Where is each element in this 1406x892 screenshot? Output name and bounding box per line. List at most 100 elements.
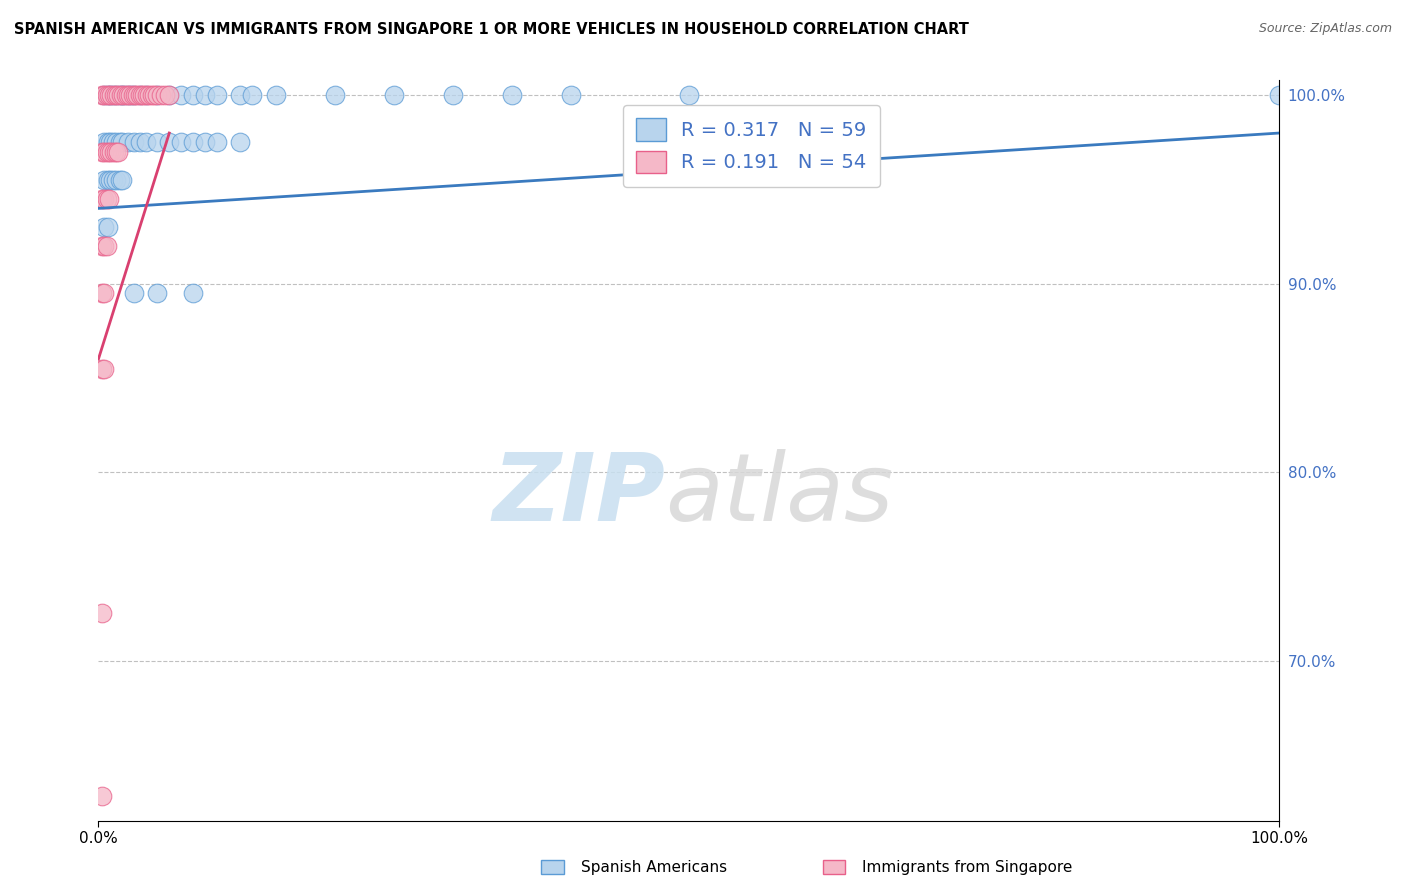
Point — [146, 286, 169, 301]
Point — [100, 145, 122, 159]
Point — [91, 192, 114, 206]
Point — [382, 88, 405, 103]
Point — [441, 88, 464, 103]
Point — [105, 145, 128, 159]
Point — [264, 88, 287, 103]
Point — [138, 88, 160, 103]
Point — [128, 88, 150, 103]
Point — [93, 361, 115, 376]
Point — [122, 88, 145, 103]
Point — [240, 88, 263, 103]
Point — [1268, 88, 1291, 103]
Point — [678, 88, 700, 103]
Point — [108, 88, 131, 103]
Text: atlas: atlas — [665, 450, 894, 541]
Point — [98, 145, 121, 159]
Point — [181, 286, 204, 301]
Point — [135, 88, 157, 103]
Point — [96, 239, 118, 253]
Point — [124, 88, 146, 103]
Point — [501, 88, 523, 103]
Point — [96, 192, 118, 206]
Point — [135, 88, 157, 103]
Point — [101, 173, 124, 187]
Point — [91, 239, 114, 253]
Point — [157, 88, 180, 103]
Point — [127, 88, 149, 103]
Point — [229, 88, 252, 103]
Point — [103, 88, 125, 103]
Point — [93, 192, 115, 206]
Point — [117, 136, 139, 150]
Point — [105, 88, 128, 103]
Point — [93, 136, 115, 150]
Legend: R = 0.317   N = 59, R = 0.191   N = 54: R = 0.317 N = 59, R = 0.191 N = 54 — [623, 104, 880, 186]
Point — [97, 136, 120, 150]
Point — [157, 136, 180, 150]
Point — [141, 88, 163, 103]
Point — [93, 220, 115, 235]
Point — [112, 88, 135, 103]
Point — [93, 286, 115, 301]
Point — [150, 88, 173, 103]
Point — [93, 239, 115, 253]
Point — [157, 88, 180, 103]
Point — [111, 173, 134, 187]
Point — [142, 88, 165, 103]
Point — [194, 136, 217, 150]
Point — [146, 88, 169, 103]
Point — [97, 220, 120, 235]
Point — [170, 88, 193, 103]
Point — [91, 789, 114, 804]
Point — [98, 192, 121, 206]
Point — [560, 88, 582, 103]
Point — [205, 136, 228, 150]
Point — [110, 88, 132, 103]
Point — [105, 136, 128, 150]
Point — [93, 88, 115, 103]
Point — [128, 88, 150, 103]
Point — [96, 88, 118, 103]
Point — [112, 88, 135, 103]
Point — [146, 136, 169, 150]
Point — [122, 286, 145, 301]
Point — [120, 88, 142, 103]
Point — [105, 88, 128, 103]
Point — [93, 173, 115, 187]
Point — [153, 88, 176, 103]
Point — [128, 136, 150, 150]
Point — [91, 145, 114, 159]
Point — [91, 607, 114, 621]
Point — [229, 136, 252, 150]
Point — [134, 88, 156, 103]
Text: Source: ZipAtlas.com: Source: ZipAtlas.com — [1258, 22, 1392, 36]
Point — [101, 136, 124, 150]
Point — [108, 136, 131, 150]
Point — [101, 88, 124, 103]
Point — [96, 145, 118, 159]
Point — [170, 136, 193, 150]
Point — [121, 88, 143, 103]
Point — [323, 88, 346, 103]
Point — [107, 145, 129, 159]
Point — [117, 88, 139, 103]
Point — [93, 145, 115, 159]
Point — [98, 173, 121, 187]
Point — [121, 88, 143, 103]
Point — [103, 145, 125, 159]
Point — [97, 173, 120, 187]
Point — [105, 173, 128, 187]
Point — [91, 88, 114, 103]
Point — [98, 136, 121, 150]
Point — [111, 136, 134, 150]
Point — [131, 88, 153, 103]
Text: ZIP: ZIP — [492, 449, 665, 541]
Point — [146, 88, 169, 103]
Point — [107, 88, 129, 103]
Point — [122, 136, 145, 150]
Point — [98, 88, 121, 103]
Point — [91, 361, 114, 376]
Point — [117, 88, 139, 103]
Text: Immigrants from Singapore: Immigrants from Singapore — [862, 860, 1073, 874]
Point — [194, 88, 217, 103]
